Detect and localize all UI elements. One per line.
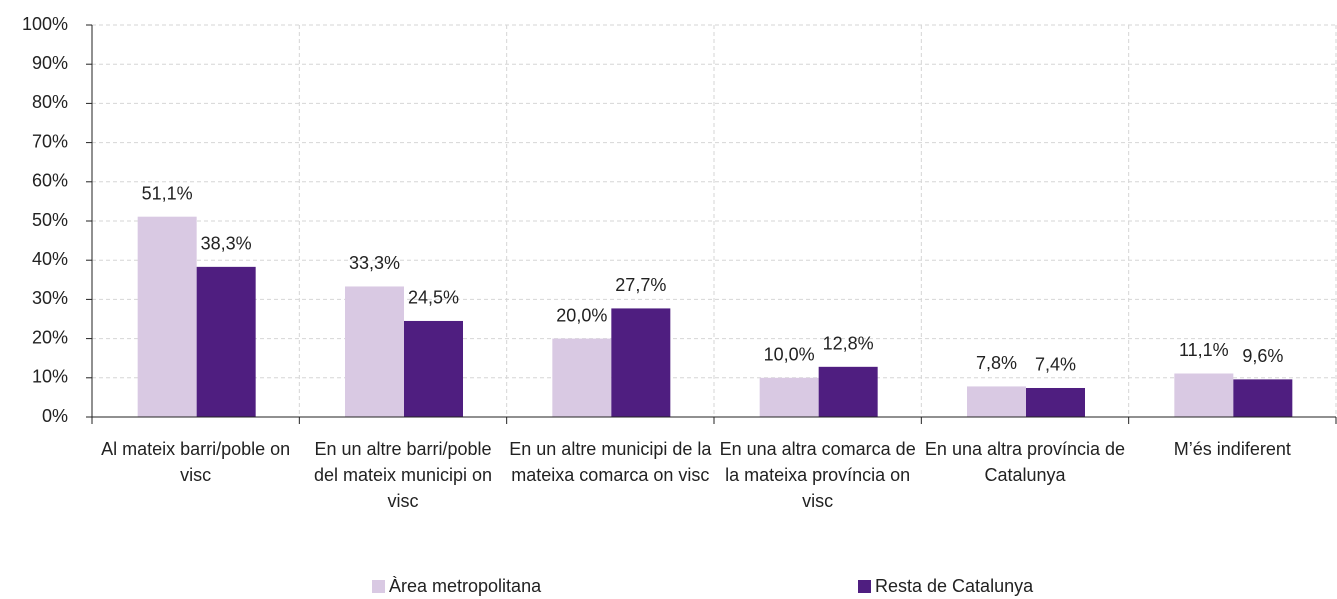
y-tick-label: 40% <box>32 249 68 269</box>
bar <box>552 338 612 417</box>
x-tick-label: M’és indiferent <box>1173 439 1291 459</box>
value-label: 12,8% <box>823 334 874 354</box>
value-label: 27,7% <box>615 275 666 295</box>
bar <box>404 320 463 417</box>
bar <box>1174 373 1234 417</box>
y-tick-label: 100% <box>22 14 68 34</box>
bar <box>967 386 1026 417</box>
legend-swatch <box>372 580 385 593</box>
y-tick-label: 60% <box>32 171 68 191</box>
y-tick-label: 80% <box>32 92 68 112</box>
x-tick-label: Al mateix barri/poble on visc <box>101 439 291 485</box>
value-label: 7,4% <box>1035 355 1076 375</box>
value-label: 33,3% <box>349 253 400 273</box>
value-label: 38,3% <box>201 234 252 254</box>
value-label: 20,0% <box>556 305 607 325</box>
bar <box>137 216 197 417</box>
y-tick-label: 0% <box>42 406 68 426</box>
legend-item: Resta de Catalunya <box>858 576 1033 597</box>
value-label: 10,0% <box>764 345 815 365</box>
bar <box>611 308 671 417</box>
bar <box>196 266 256 417</box>
bar <box>1233 379 1293 417</box>
value-label: 9,6% <box>1242 346 1283 366</box>
legend-item: Àrea metropolitana <box>372 576 541 597</box>
y-tick-label: 70% <box>32 131 68 151</box>
x-tick-label: En una altra província de Catalunya <box>924 439 1126 485</box>
bar <box>345 286 404 417</box>
x-tick-label: En un altre barri/poble del mateix munic… <box>313 439 493 511</box>
y-tick-label: 30% <box>32 288 68 308</box>
y-tick-label: 50% <box>32 210 68 230</box>
y-tick-label: 90% <box>32 53 68 73</box>
legend-label: Resta de Catalunya <box>875 576 1034 596</box>
value-label: 7,8% <box>976 353 1017 373</box>
y-tick-label: 20% <box>32 327 68 347</box>
value-label: 24,5% <box>408 288 459 308</box>
x-tick-label: En un altre municipi de la mateixa comar… <box>509 439 712 485</box>
bar <box>759 377 819 417</box>
y-tick-label: 10% <box>32 367 68 387</box>
legend-swatch <box>858 580 871 593</box>
value-label: 51,1% <box>142 183 193 203</box>
bar <box>1026 387 1085 417</box>
legend-label: Àrea metropolitana <box>389 576 542 596</box>
value-label: 11,1% <box>1179 340 1229 360</box>
x-tick-label: En una altra comarca de la mateixa proví… <box>719 439 916 511</box>
bar <box>818 366 878 417</box>
